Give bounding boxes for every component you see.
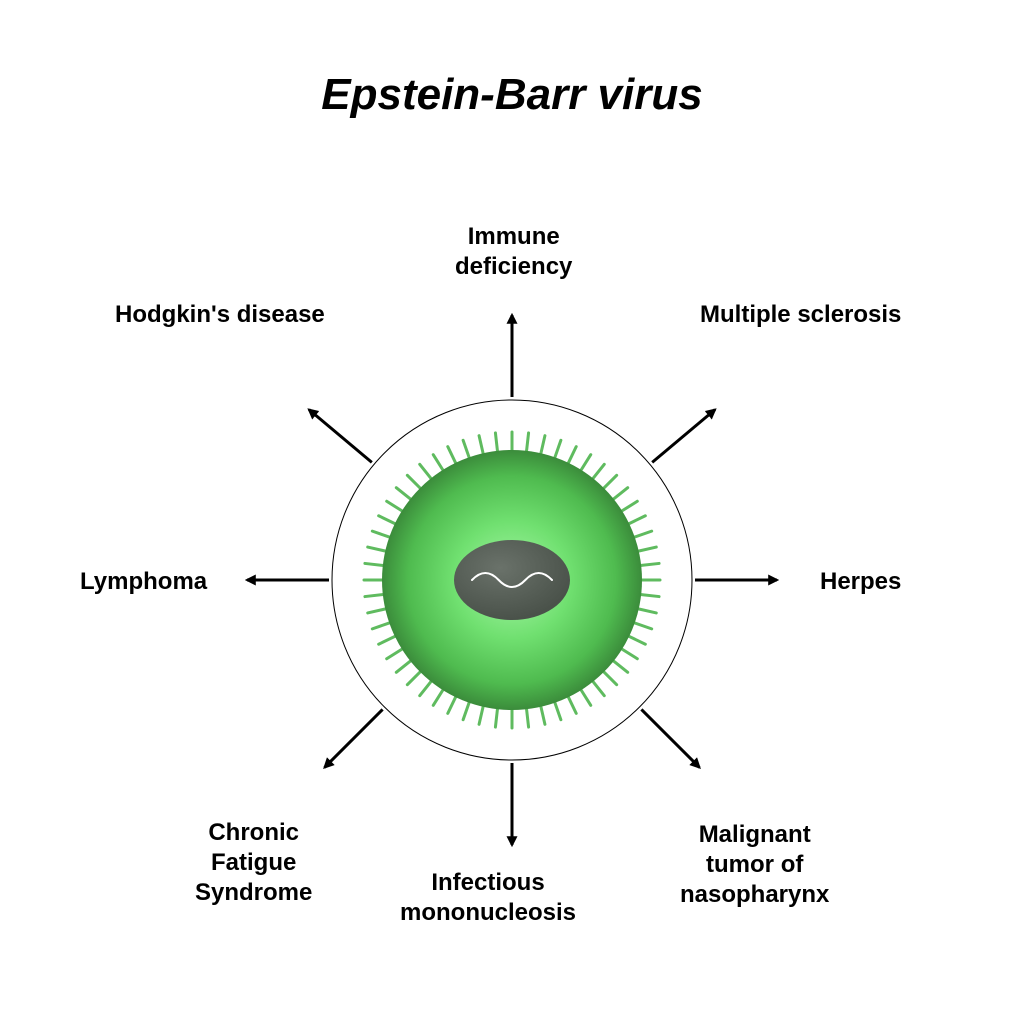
disease-label: Multiple sclerosis xyxy=(700,300,901,330)
disease-label: Malignant tumor of nasopharynx xyxy=(680,820,829,910)
disease-label: Herpes xyxy=(820,567,901,597)
virus-diagram: Immune deficiency Multiple sclerosis Herpe… xyxy=(0,200,1024,1000)
page-title: Epstein-Barr virus xyxy=(0,70,1024,120)
disease-label: Lymphoma xyxy=(80,567,207,597)
disease-label: Chronic Fatigue Syndrome xyxy=(195,818,312,908)
disease-label: Infectious mononucleosis xyxy=(400,868,576,928)
disease-label: Immune deficiency xyxy=(455,222,572,282)
disease-label: Hodgkin's disease xyxy=(115,300,325,330)
